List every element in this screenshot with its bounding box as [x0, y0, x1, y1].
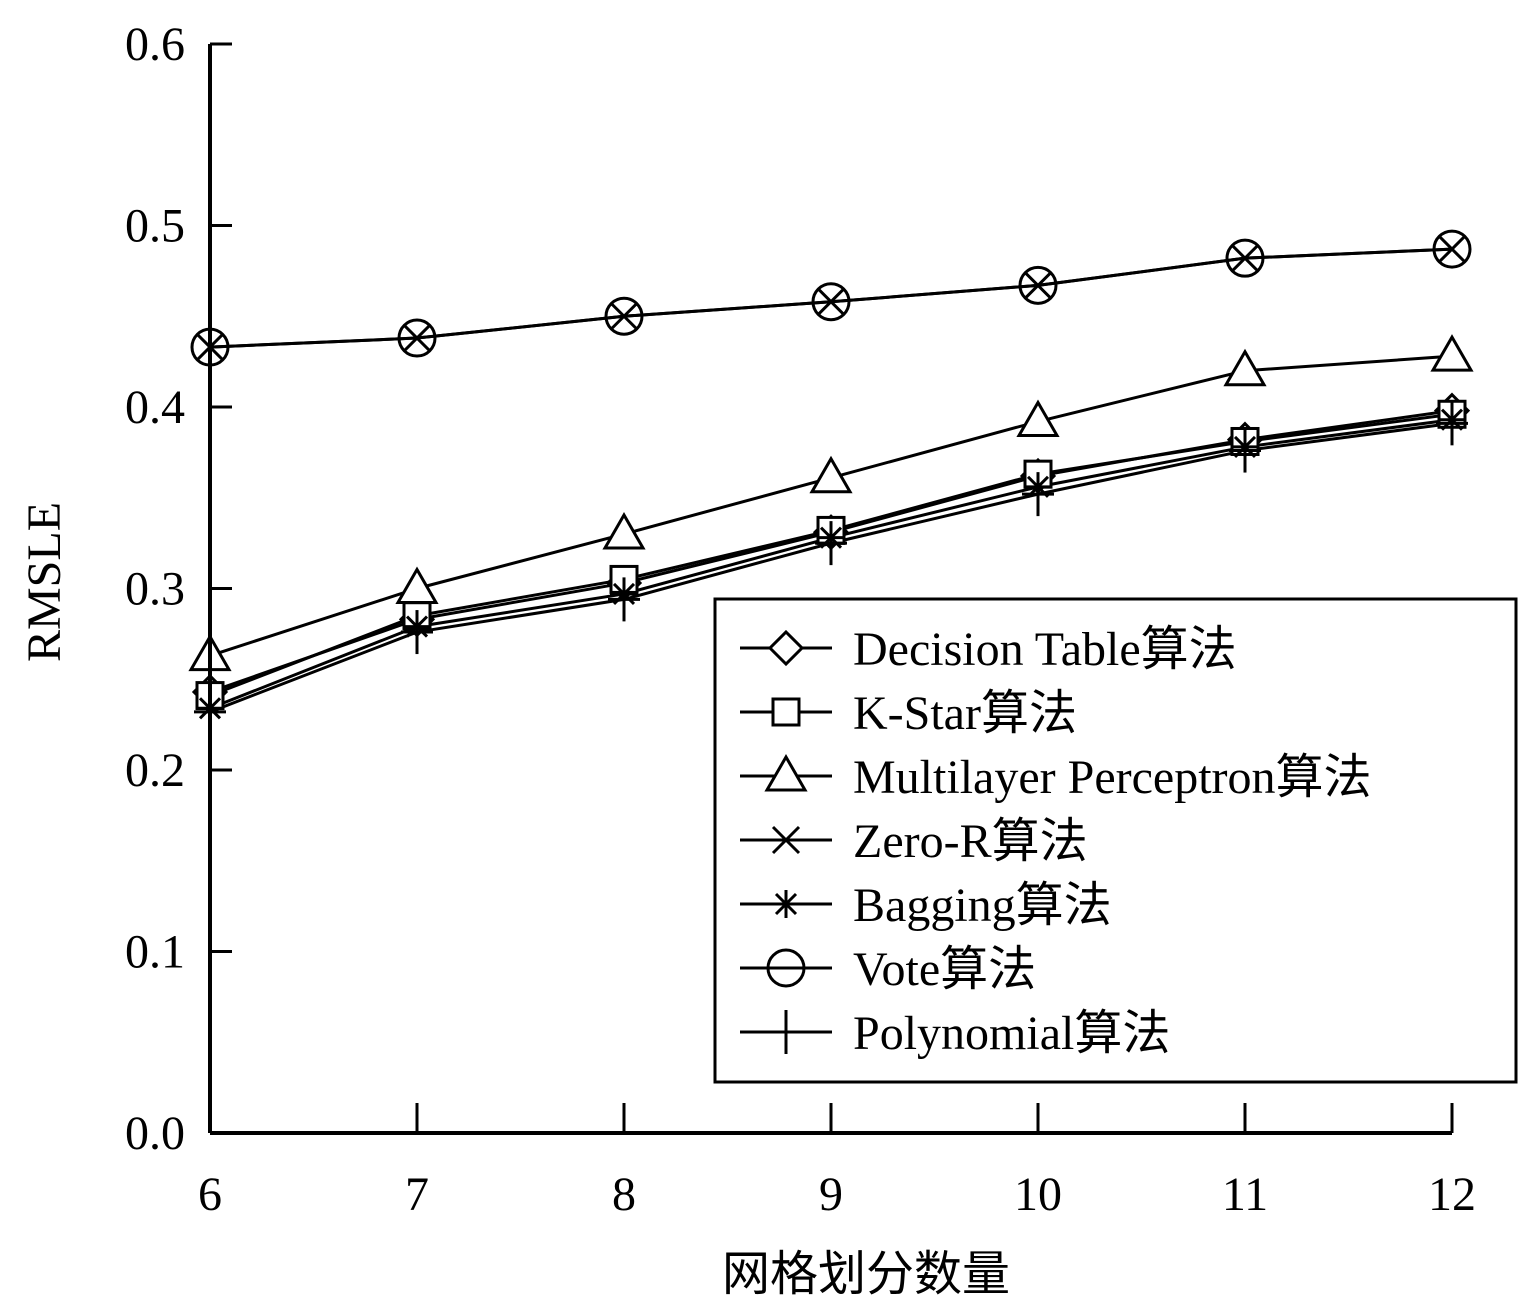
- legend-label-1: K-Star算法: [853, 687, 1077, 740]
- series-3-point-4: [1023, 271, 1053, 300]
- series-2-point-5: [1223, 348, 1267, 387]
- y-ticks: 0.0 0.1 0.2 0.3 0.4 0.5 0.6: [125, 18, 232, 1160]
- legend-item-1: K-Star算法: [740, 687, 1077, 740]
- legend-label-0: Decision Table算法: [853, 623, 1237, 676]
- legend-label-6: Polynomial算法: [853, 1007, 1170, 1060]
- y-tick-label-5: 0.5: [125, 200, 185, 253]
- series-2-point-4: [1016, 399, 1060, 438]
- series-2-point-2: [602, 512, 646, 550]
- series-5-point-3: [811, 282, 851, 322]
- series-5-point-1: [397, 318, 437, 358]
- series-5-point-4: [1018, 265, 1058, 305]
- legend-box: [713, 597, 1518, 1084]
- y-tick-label-0: 0.0: [125, 1107, 185, 1160]
- x-tick-label-1: 7: [405, 1168, 429, 1221]
- legend-label-5: Vote算法: [853, 943, 1036, 996]
- series-1-point-2: [609, 564, 639, 594]
- x-tick-label-3: 9: [819, 1168, 843, 1221]
- series-6-point-2: [608, 577, 640, 622]
- y-tick-label-6: 0.6: [125, 18, 185, 71]
- y-tick-label-1: 0.1: [125, 926, 185, 979]
- series-6-point-6: [1436, 401, 1468, 446]
- series-5-point-6: [1432, 229, 1472, 269]
- legend-item-3: Zero-R算法: [740, 815, 1088, 868]
- legend-marker-1: [771, 697, 801, 727]
- series-5-point-2: [604, 296, 644, 336]
- legend-marker-6: [770, 1010, 802, 1054]
- legend-marker-3: [771, 825, 801, 855]
- legend-marker-4: [772, 890, 800, 918]
- series-2-point-6: [1430, 334, 1474, 372]
- x-tick-label-4: 10: [1014, 1168, 1062, 1221]
- legend-marker-2: [764, 753, 808, 792]
- legend-label-4: Bagging算法: [853, 879, 1112, 932]
- legend-item-4: Bagging算法: [740, 879, 1112, 932]
- legend-marker-0: [767, 629, 805, 667]
- y-tick-label-2: 0.2: [125, 744, 185, 797]
- x-tick-label-5: 11: [1222, 1168, 1268, 1221]
- series-6-point-3: [815, 521, 847, 566]
- series-line-3: [209, 247, 1453, 349]
- series-6-point-4: [1022, 472, 1054, 517]
- series-3-point-3: [816, 287, 846, 316]
- legend-item-5: Vote算法: [740, 943, 1036, 996]
- legend-item-6: Polynomial算法: [740, 1007, 1170, 1060]
- series-3-point-6: [1437, 235, 1467, 264]
- series-3-point-2: [609, 302, 639, 331]
- x-tick-label-6: 12: [1428, 1168, 1476, 1221]
- y-axis-title: RMSLE: [18, 502, 71, 662]
- series-3-point-5: [1230, 244, 1260, 273]
- x-ticks: 6 7 8 9 10 11 12: [198, 1103, 1476, 1221]
- legend-marker-5: [766, 948, 806, 988]
- legend-item-2: Multilayer Perceptron算法: [740, 751, 1372, 804]
- y-tick-label-3: 0.3: [125, 563, 185, 616]
- legend: Decision Table算法 K-Star算法 Multilayer Perce…: [713, 597, 1518, 1084]
- series-2-point-3: [809, 455, 853, 494]
- legend-label-3: Zero-R算法: [853, 815, 1088, 868]
- x-tick-label-2: 8: [612, 1168, 636, 1221]
- x-tick-label-0: 6: [198, 1168, 222, 1221]
- y-tick-label-4: 0.4: [125, 381, 185, 434]
- series-6-point-5: [1229, 428, 1261, 473]
- legend-item-0: Decision Table算法: [740, 623, 1237, 676]
- series-5-point-5: [1225, 238, 1265, 278]
- series-line-5: [209, 247, 1453, 349]
- legend-label-2: Multilayer Perceptron算法: [853, 751, 1372, 804]
- series-6-point-1: [401, 610, 433, 655]
- x-axis-title: 网格划分数量: [722, 1248, 1010, 1301]
- series-3-point-1: [402, 323, 432, 353]
- series-2-point-1: [395, 566, 439, 604]
